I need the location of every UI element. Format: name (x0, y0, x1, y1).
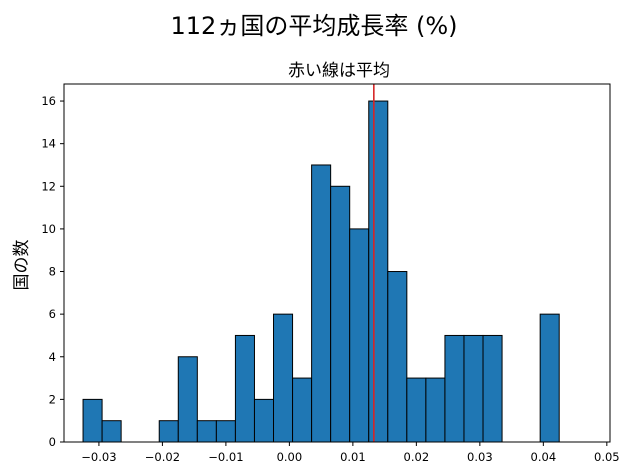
histogram-bar (158, 420, 179, 443)
y-axis-label: 国の数 (12, 240, 32, 291)
x-tick-label: −0.01 (208, 450, 243, 464)
histogram-bar (463, 334, 484, 443)
y-tick-label: 10 (41, 222, 56, 236)
histogram-bar (368, 100, 389, 443)
histogram-bar (273, 313, 294, 443)
x-tick-label: −0.02 (145, 450, 180, 464)
y-axis-ticks: 0 2 4 6 8 10 12 14 16 (41, 94, 64, 449)
x-tick-label: 0.00 (277, 450, 303, 464)
histogram-bar (387, 271, 408, 443)
histogram-bar (349, 228, 370, 443)
y-tick-label: 8 (49, 265, 56, 279)
histogram-bar (234, 334, 255, 443)
y-tick-label: 0 (49, 435, 56, 449)
x-tick-label: 0.02 (404, 450, 430, 464)
y-tick-label: 2 (49, 392, 56, 406)
histogram-bar (330, 185, 351, 443)
chart-title: 112ヵ国の平均成長率 (%) (171, 12, 458, 40)
y-tick-label: 4 (49, 350, 56, 364)
histogram-bar (406, 377, 427, 443)
y-tick-label: 16 (41, 94, 56, 108)
histogram-bar (82, 398, 103, 443)
y-tick-label: 12 (41, 179, 56, 193)
histogram-bar (425, 377, 446, 443)
x-axis-ticks: −0.03 −0.02 −0.01 0.00 0.01 0.02 0.03 0.04 0.05 (81, 442, 620, 464)
histogram-bar (539, 313, 560, 443)
y-tick-label: 6 (49, 307, 56, 321)
x-tick-label: 0.03 (467, 450, 493, 464)
x-tick-label: 0.05 (594, 450, 620, 464)
bars-group (82, 100, 560, 443)
histogram-bar (253, 398, 275, 443)
histogram-bar (177, 356, 198, 443)
histogram-bar (215, 420, 236, 443)
plot-frame (63, 83, 611, 443)
y-tick-label: 14 (41, 137, 56, 151)
histogram-bar (292, 377, 313, 443)
x-tick-label: 0.01 (340, 450, 366, 464)
x-tick-label: 0.04 (531, 450, 557, 464)
chart-subtitle: 赤い線は平均 (288, 61, 390, 81)
x-tick-label: −0.03 (81, 450, 116, 464)
histogram-bar (101, 420, 122, 443)
histogram-bar (196, 420, 217, 443)
histogram-bar (482, 334, 503, 443)
histogram-bar (311, 164, 332, 443)
histogram-bar (444, 334, 465, 443)
